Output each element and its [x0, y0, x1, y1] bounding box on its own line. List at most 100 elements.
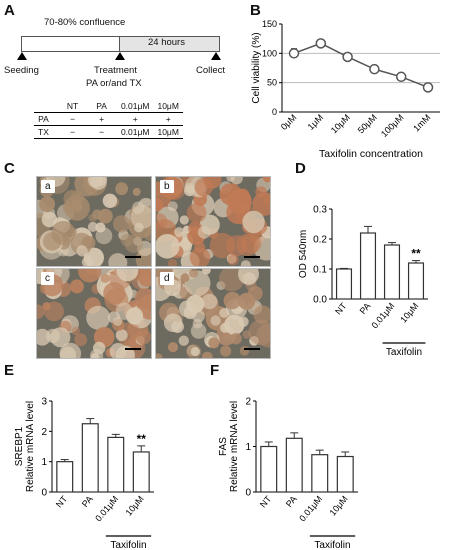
- micrograph-d: d: [155, 268, 271, 359]
- bar: [132, 451, 150, 493]
- y-axis-label: OD 540nm: [298, 230, 309, 278]
- micrograph-tag: d: [160, 272, 174, 285]
- data-point: [369, 63, 380, 75]
- y-tick-label: 0.0: [313, 295, 327, 306]
- panel-letter-f: F: [210, 362, 220, 379]
- micrograph-tag: a: [41, 180, 55, 193]
- cell-cluster: [167, 342, 179, 353]
- y-axis-label: Relative mRNA level: [25, 401, 36, 492]
- y-tick-label: 0: [245, 488, 251, 499]
- table-cell: 0.01μM: [110, 125, 154, 139]
- duration-label: 24 hours: [148, 37, 185, 48]
- series-line: [293, 42, 429, 89]
- table-header-cell: PA: [82, 100, 111, 113]
- cell-cluster: [201, 351, 213, 358]
- cell-cluster: [194, 178, 213, 197]
- y-tick-label: 0.1: [313, 265, 327, 276]
- cell-cluster: [42, 302, 51, 311]
- cell-cluster: [113, 316, 123, 326]
- cell-cluster: [227, 189, 252, 214]
- timeline-treatment-segment: [119, 36, 220, 52]
- x-tick-label: PA: [358, 301, 373, 316]
- cell-cluster: [71, 326, 80, 336]
- cell-cluster: [60, 346, 76, 358]
- micrograph-texture: [156, 269, 270, 358]
- cell-cluster: [113, 215, 131, 233]
- micrograph-c: c: [36, 268, 152, 359]
- table-cell: +: [153, 112, 183, 126]
- x-tick-label: 0μM: [279, 112, 299, 132]
- cell-cluster: [88, 213, 97, 222]
- cell-cluster: [67, 227, 77, 237]
- cell-cluster: [201, 293, 218, 310]
- x-tick-label: 10μM: [328, 494, 350, 518]
- cell-cluster: [156, 234, 180, 259]
- data-point: [342, 51, 353, 63]
- cell-cluster: [208, 337, 220, 349]
- cell-cluster: [83, 247, 104, 266]
- bar: [260, 445, 278, 493]
- table-header-cell: NT: [52, 100, 83, 113]
- cell-cluster: [192, 309, 205, 323]
- cell-cluster: [248, 319, 270, 346]
- treatment-sub-label: PA or/and TX: [86, 78, 142, 89]
- data-point: [395, 71, 407, 83]
- cell-cluster: [144, 230, 151, 241]
- cell-cluster: [132, 201, 145, 214]
- cell-cluster: [197, 226, 211, 239]
- group-label: Taxifolin: [386, 347, 422, 358]
- cell-cluster: [163, 313, 183, 333]
- panel-letter-a: A: [4, 2, 15, 19]
- scale-bar: [125, 256, 141, 258]
- cell-cluster: [95, 227, 113, 245]
- bar: [107, 436, 125, 493]
- cell-cluster: [87, 221, 98, 232]
- cell-cluster: [263, 196, 270, 206]
- treatment-table-header: NT PA 0.01μM 10μM: [34, 100, 183, 113]
- y-tick-label: 0: [41, 488, 47, 499]
- collect-label: Collect: [196, 65, 226, 76]
- table-row: TX − − 0.01μM 10μM: [34, 125, 183, 139]
- cell-cluster: [262, 177, 270, 183]
- cell-cluster: [226, 177, 235, 182]
- bar: [56, 461, 74, 493]
- cell-cluster: [178, 300, 196, 318]
- x-tick-label: 0.01μM: [369, 301, 396, 331]
- bar: [383, 244, 401, 300]
- y-axis-label: Relative mRNA level: [229, 401, 240, 492]
- x-tick-label: 10μM: [398, 301, 420, 325]
- y-axis-label-gene: FAS: [218, 437, 229, 456]
- group-label: Taxifolin: [110, 540, 146, 550]
- cell-cluster: [138, 269, 151, 287]
- cell-cluster: [115, 182, 129, 196]
- cell-cluster: [242, 210, 265, 234]
- cell-cluster: [224, 314, 245, 335]
- cell-cluster: [184, 185, 195, 197]
- table-header-cell: 10μM: [153, 100, 183, 113]
- panel-letter-e: E: [4, 362, 15, 379]
- table-cell: −: [82, 125, 111, 139]
- cell-cluster: [74, 333, 88, 347]
- scale-bar: [244, 348, 260, 350]
- cell-cluster: [69, 279, 84, 294]
- cell-cluster: [156, 198, 163, 212]
- cell-cluster: [86, 269, 98, 276]
- y-tick-label: 0.3: [313, 205, 327, 216]
- cell-cluster: [86, 305, 111, 330]
- y-tick-label: 3: [41, 397, 47, 408]
- bar: [285, 437, 303, 493]
- y-tick-label: 1: [245, 442, 251, 453]
- cell-cluster: [43, 232, 62, 251]
- seeding-label: Seeding: [4, 65, 39, 76]
- micrograph-tag: c: [41, 272, 54, 285]
- y-tick-label: 0.2: [313, 235, 327, 246]
- cell-cluster: [135, 329, 151, 345]
- bar: [359, 232, 377, 300]
- cell-cluster: [50, 327, 71, 348]
- cell-cluster: [76, 245, 88, 257]
- cell-cluster: [188, 269, 199, 278]
- cell-cluster: [255, 186, 267, 198]
- micrograph-texture: [37, 177, 151, 266]
- cell-cluster: [115, 302, 133, 320]
- cell-cluster: [223, 291, 241, 310]
